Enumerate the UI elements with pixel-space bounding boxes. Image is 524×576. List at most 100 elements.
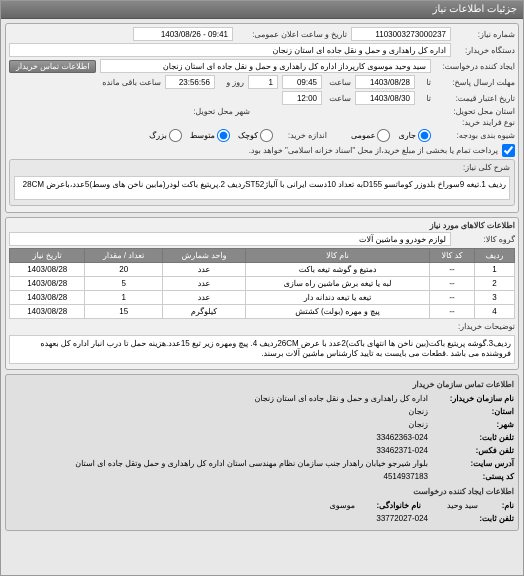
table-cell: 4	[475, 305, 515, 319]
contact-section-title: اطلاعات تماس سازمان خریدار	[10, 379, 514, 391]
reply-time-value: 09:45	[282, 75, 322, 89]
size-label: اندازه خرید:	[277, 131, 327, 140]
contact-phone-label: تلفن ثابت:	[434, 432, 514, 444]
validity-time-value: 12:00	[282, 91, 322, 105]
request-no-value: 1103003273000237	[351, 27, 451, 41]
buyer-org-value: اداره کل راهداری و حمل و نقل جاده ای است…	[9, 43, 451, 57]
budget-current-radio[interactable]: جاری	[398, 129, 431, 142]
contact-fax: 33462371-024	[376, 445, 428, 457]
size-radio-group: کوچک متوسط بزرگ	[149, 129, 273, 142]
table-cell: عدد	[162, 263, 245, 277]
size-medium-radio[interactable]: متوسط	[190, 129, 230, 142]
notes-text: ردیف3.گوشه پریتیغ باکت(بین ناخن ها انتها…	[9, 335, 515, 364]
reply-date-value: 1403/08/28	[355, 75, 415, 89]
public-date-label: تاریخ و ساعت اعلان عمومی:	[237, 30, 347, 39]
buyer-org-label: دستگاه خریدار:	[455, 46, 515, 55]
creator-label: ایجاد کننده درخواست:	[435, 62, 515, 71]
table-cell: 1403/08/28	[10, 305, 85, 319]
contact-province-label: استان:	[434, 406, 514, 418]
contact-org: اداره کل راهداری و حمل و نقل جاده ای است…	[254, 393, 428, 405]
table-row: 2--لبه یا تیغه برش ماشین راه سازیعدد5140…	[10, 277, 515, 291]
contact-province: زنجان	[408, 406, 428, 418]
remain-days-value: 1	[248, 75, 278, 89]
payment-note: پرداخت تمام یا بخشی از مبلغ خرید،از محل …	[9, 146, 498, 155]
validity-to-label: تا	[419, 94, 431, 103]
contact-phone2: 33772027-024	[376, 513, 428, 525]
contact-postal-label: کد پستی:	[434, 471, 514, 483]
reply-to-label: تا	[419, 78, 431, 87]
validity-label: تاریخ اعتبار قیمت:	[435, 94, 515, 103]
request-no-label: شماره نیاز:	[455, 30, 515, 39]
contact-name: سید وحید	[447, 500, 478, 512]
budget-general-radio[interactable]: عمومی	[351, 129, 390, 142]
table-cell: پیچ و مهره (بولت) کشتش	[246, 305, 430, 319]
table-cell: --	[430, 305, 475, 319]
budget-radio-group: جاری عمومی	[351, 129, 431, 142]
window-titlebar: جزئیات اطلاعات نیاز	[1, 1, 523, 19]
table-cell: 1	[475, 263, 515, 277]
validity-date-value: 1403/08/30	[355, 91, 415, 105]
table-cell: عدد	[162, 277, 245, 291]
main-window: جزئیات اطلاعات نیاز شماره نیاز: 11030032…	[0, 0, 524, 576]
contact-phone2-label: تلفن ثابت:	[434, 513, 514, 525]
contact-info-button[interactable]: اطلاعات تماس خریدار	[9, 60, 96, 73]
contact-phone: 33462363-024	[376, 432, 428, 444]
contact-postal: 4514937183	[384, 471, 429, 483]
table-cell: 5	[85, 277, 163, 291]
contact-address: بلوار شیرجو خیابان راهدار جنب سازمان نظا…	[75, 458, 428, 470]
goods-group-value: لوازم خودرو و ماشین آلات	[9, 232, 451, 246]
table-header: تعداد / مقدار	[85, 249, 163, 263]
table-cell: 3	[475, 291, 515, 305]
delivery-loc-label: استان محل تحویل:	[435, 107, 515, 116]
contact-address-label: آدرس سایت:	[434, 458, 514, 470]
window-title: جزئیات اطلاعات نیاز	[433, 4, 517, 15]
table-cell: 1403/08/28	[10, 291, 85, 305]
table-cell: 20	[85, 263, 163, 277]
goods-table: ردیفکد کالانام کالاواحد شمارشتعداد / مقد…	[9, 248, 515, 319]
remain-days-label: روز و	[219, 78, 244, 87]
table-cell: 1	[85, 291, 163, 305]
desc-section: شرح کلی نیاز: ردیف 1.تیغه 9سوراخ بلدوزر …	[9, 159, 515, 206]
table-cell: --	[430, 263, 475, 277]
contact-city: زنجان	[408, 419, 428, 431]
public-date-value: 09:41 - 1403/08/26	[133, 27, 233, 41]
contact-family: موسوی	[330, 500, 356, 512]
table-cell: 1403/08/28	[10, 263, 85, 277]
desc-text: ردیف 1.تیغه 9سوراخ بلدوزر کوماتسو D155به…	[14, 176, 510, 200]
contact-name-label: نام:	[484, 500, 514, 512]
table-cell: 15	[85, 305, 163, 319]
goods-group-label: گروه کالا:	[455, 235, 515, 244]
table-cell: 2	[475, 277, 515, 291]
reply-deadline-label: مهلت ارسال پاسخ:	[435, 78, 515, 87]
contact-panel: اطلاعات تماس سازمان خریدار نام سازمان خر…	[5, 374, 519, 531]
remain-label: ساعت باقی مانده	[101, 78, 161, 87]
table-row: 3--تیغه یا تیغه دندانه دارعدد11403/08/28	[10, 291, 515, 305]
table-header: کد کالا	[430, 249, 475, 263]
budget-label: شیوه بندی بودجه:	[435, 131, 515, 140]
size-large-radio[interactable]: بزرگ	[149, 129, 182, 142]
table-cell: لبه یا تیغه برش ماشین راه سازی	[246, 277, 430, 291]
table-cell: تیغه یا تیغه دندانه دار	[246, 291, 430, 305]
header-panel: شماره نیاز: 1103003273000237 تاریخ و ساع…	[5, 23, 519, 213]
delivery-city-label: شهر محل تحویل:	[190, 107, 250, 116]
table-header: ردیف	[475, 249, 515, 263]
payment-checkbox[interactable]	[502, 144, 515, 157]
table-row: 4--پیچ و مهره (بولت) کشتشکیلوگرم151403/0…	[10, 305, 515, 319]
goods-panel: اطلاعات کالاهای مورد نیاز گروه کالا: لوا…	[5, 217, 519, 370]
contact-family-label: نام خانوادگی:	[361, 500, 421, 512]
reply-time-label: ساعت	[326, 78, 351, 87]
size-small-radio[interactable]: کوچک	[238, 129, 273, 142]
table-cell: --	[430, 291, 475, 305]
table-header: نام کالا	[246, 249, 430, 263]
desc-label: شرح کلی نیاز:	[450, 163, 510, 172]
notes-label: توضیحات خریدار:	[455, 322, 515, 331]
table-cell: عدد	[162, 291, 245, 305]
creator-section-title: اطلاعات ایجاد کننده درخواست	[10, 486, 514, 498]
contact-fax-label: تلفن فکس:	[434, 445, 514, 457]
table-row: 1--دمتیغ و گوشه تیغه باکتعدد201403/08/28	[10, 263, 515, 277]
remain-time-value: 23:56:56	[165, 75, 215, 89]
table-cell: 1403/08/28	[10, 277, 85, 291]
validity-time-label: ساعت	[326, 94, 351, 103]
table-header: تاریخ نیاز	[10, 249, 85, 263]
items-label: نوع فرایند خرید:	[435, 118, 515, 127]
